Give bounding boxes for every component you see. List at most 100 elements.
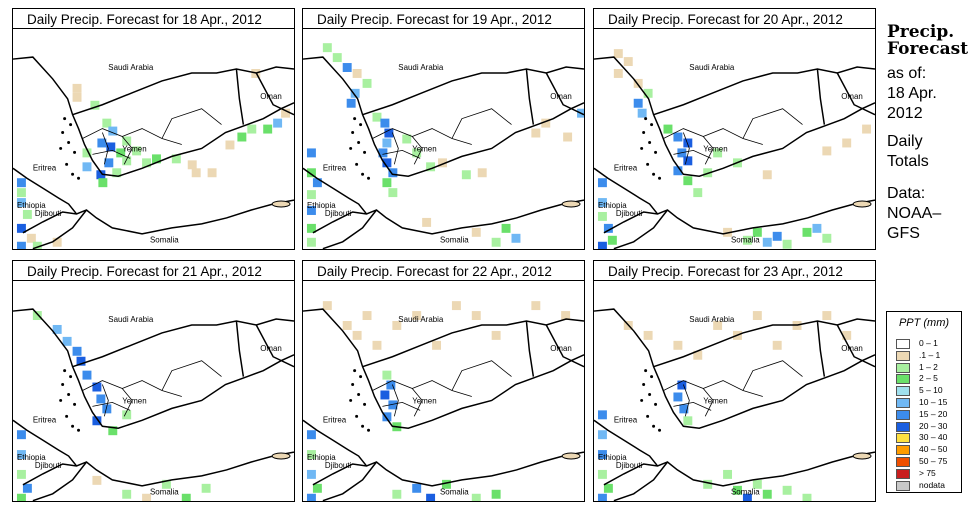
- precip-cell: [438, 158, 447, 168]
- panel-title: Daily Precip. Forecast for 23 Apr., 2012: [593, 260, 876, 281]
- precip-cell: [312, 178, 322, 188]
- governorate-border: [682, 132, 690, 165]
- map-label-oman: Oman: [841, 92, 863, 101]
- map-label-eritrea: Eritrea: [323, 415, 347, 424]
- precip-cell: [451, 301, 461, 311]
- daily-label: Daily: [887, 133, 923, 150]
- country-border: [603, 451, 875, 487]
- map-label-yemen: Yemen: [703, 144, 727, 153]
- precip-cell: [112, 168, 122, 178]
- totals-label: Totals: [887, 153, 929, 170]
- legend-swatch: [896, 362, 910, 373]
- precip-cell: [677, 380, 687, 390]
- precip-cell: [380, 118, 390, 128]
- governorate-border: [101, 384, 109, 417]
- socotra-island: [852, 452, 872, 460]
- socotra-island: [271, 200, 291, 208]
- map-label-yemen: Yemen: [412, 396, 436, 405]
- country-border: [22, 199, 294, 235]
- precip-map: Saudi Arabia Oman Yemen Eritrea Ethiopia Djib…: [593, 29, 876, 250]
- legend-swatch: [896, 374, 910, 385]
- precip-map-svg: Saudi Arabia Oman Yemen Eritrea EthiopiaDjib…: [303, 301, 584, 501]
- precip-cell: [187, 160, 197, 170]
- island: [65, 162, 69, 166]
- governorate-border: [451, 108, 512, 139]
- map-label-ethiopia: Ethiopia: [17, 201, 46, 210]
- precip-cell: [531, 301, 541, 311]
- precip-cell: [380, 390, 390, 400]
- socotra-island: [852, 200, 872, 208]
- country-border: [13, 56, 294, 177]
- island: [353, 117, 357, 121]
- precip-cell: [426, 493, 436, 501]
- socotra-island: [271, 452, 291, 460]
- map-label-oman: Oman: [550, 92, 572, 101]
- island: [77, 176, 81, 180]
- precip-cell: [362, 78, 372, 88]
- precip-cell: [52, 324, 62, 334]
- legend-label: 20 – 30: [919, 420, 948, 431]
- country-border: [322, 209, 378, 249]
- map-label-yemen: Yemen: [122, 144, 146, 153]
- island: [361, 172, 365, 176]
- map-label-eritrea: Eritrea: [33, 163, 57, 172]
- precip-cell: [16, 241, 26, 249]
- precip-cell: [713, 148, 723, 158]
- island: [652, 424, 656, 428]
- precip-cell: [306, 223, 316, 233]
- legend-label: 30 – 40: [919, 432, 948, 443]
- data-source-1: NOAA–: [887, 205, 942, 222]
- legend-swatch: [896, 480, 910, 491]
- precip-cell: [372, 112, 382, 122]
- precip-cell: [772, 231, 782, 241]
- precip-cell: [82, 370, 92, 380]
- precip-cell: [96, 394, 106, 404]
- legend-label: 10 – 15: [919, 397, 948, 407]
- country-border: [362, 318, 584, 368]
- precip-cell: [191, 168, 201, 178]
- island: [658, 176, 662, 180]
- legend-label: 1 – 2: [919, 361, 938, 372]
- map-label-ethiopia: Ethiopia: [307, 201, 336, 210]
- island: [363, 150, 367, 154]
- precip-cell: [822, 146, 832, 156]
- precip-map: Saudi Arabia Oman Yemen Eritrea Ethiopia Djib…: [302, 29, 585, 250]
- precip-cell: [412, 483, 422, 493]
- governorate-border: [673, 150, 712, 159]
- precip-cell: [663, 124, 673, 134]
- island: [648, 392, 652, 396]
- island: [71, 424, 75, 428]
- precip-cell: [491, 330, 501, 340]
- precip-cell: [862, 124, 872, 134]
- precip-cell: [742, 235, 752, 245]
- legend-swatch: [896, 445, 910, 456]
- map-label-eritrea: Eritrea: [33, 415, 57, 424]
- precip-cell: [802, 493, 812, 501]
- precip-cell: [225, 140, 235, 150]
- precip-cell: [471, 493, 481, 501]
- precip-cell: [352, 68, 362, 78]
- precip-cell: [597, 211, 607, 221]
- precip-cell: [52, 237, 62, 247]
- precip-cell: [673, 340, 683, 350]
- precip-cell: [92, 382, 102, 392]
- island: [71, 172, 75, 176]
- precip-cell: [102, 118, 112, 128]
- precip-cell: [108, 126, 118, 136]
- island: [63, 117, 67, 121]
- governorate-border: [673, 402, 712, 411]
- country-border: [836, 324, 875, 368]
- precip-cell: [597, 198, 607, 208]
- island: [642, 131, 646, 135]
- precip-cell: [388, 400, 398, 410]
- precip-cell: [62, 336, 72, 346]
- island: [353, 369, 357, 373]
- island: [73, 150, 77, 154]
- precip-cell: [76, 356, 86, 366]
- precip-cell: [471, 311, 481, 321]
- legend-swatch: [896, 433, 910, 444]
- governorate-border: [101, 132, 109, 165]
- island: [69, 123, 73, 127]
- map-label-saudi: Saudi Arabia: [108, 315, 154, 324]
- map-label-oman: Oman: [841, 344, 863, 353]
